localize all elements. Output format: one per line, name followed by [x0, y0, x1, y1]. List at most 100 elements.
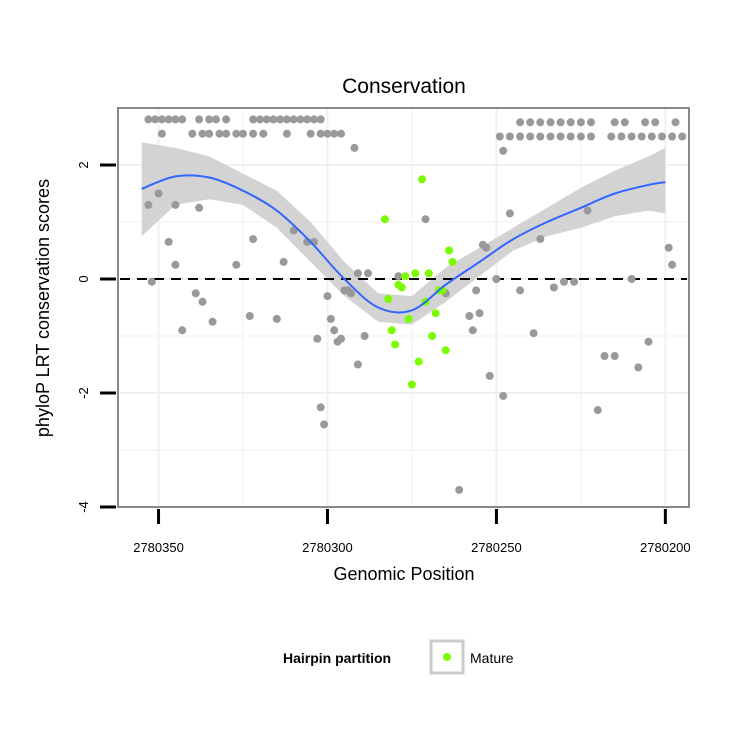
mature-point-18 [441, 346, 450, 355]
point-2 [157, 115, 166, 124]
y-tick-label-2: 0 [76, 275, 91, 282]
point-10 [249, 115, 258, 124]
point-16 [289, 115, 298, 124]
point-91 [320, 420, 329, 429]
point-121 [549, 283, 558, 292]
chart-title: Conservation [342, 75, 466, 98]
point-17 [296, 115, 305, 124]
point-125 [593, 406, 602, 415]
point-7 [205, 115, 214, 124]
point-59 [587, 132, 595, 141]
point-89 [313, 334, 322, 343]
y-tick-label-0: -4 [76, 501, 91, 513]
point-15 [282, 115, 291, 124]
point-55 [546, 132, 555, 141]
point-66 [668, 132, 677, 141]
point-5 [178, 115, 187, 124]
point-8 [212, 115, 220, 124]
point-101 [353, 360, 362, 369]
point-120 [536, 235, 545, 244]
point-43 [576, 118, 585, 127]
point-76 [147, 277, 156, 286]
point-41 [556, 118, 565, 127]
point-54 [536, 132, 545, 141]
point-23 [198, 129, 207, 138]
legend-key-mature-dot [443, 653, 451, 661]
point-12 [262, 115, 271, 124]
point-127 [610, 352, 619, 360]
y-tick-label-1: -2 [76, 387, 91, 399]
point-53 [526, 132, 535, 141]
point-73 [195, 203, 204, 212]
mature-point-3 [391, 340, 400, 349]
point-68 [350, 143, 359, 152]
mature-point-1 [384, 295, 393, 303]
mature-point-10 [414, 357, 423, 366]
point-6 [195, 115, 204, 124]
point-32 [306, 129, 315, 138]
x-tick-label-0: 2780350 [133, 540, 184, 555]
mature-point-20 [448, 257, 457, 266]
point-86 [289, 226, 298, 235]
point-21 [157, 129, 166, 138]
point-74 [164, 237, 173, 246]
legend-label-mature: Mature [470, 650, 514, 666]
point-26 [222, 129, 231, 138]
point-103 [364, 269, 372, 278]
mature-point-14 [428, 332, 437, 340]
point-57 [566, 132, 575, 141]
confidence-band [141, 142, 666, 325]
x-axis-title: Genomic Position [333, 564, 474, 584]
x-tick-label-2: 2780250 [471, 540, 522, 555]
point-130 [644, 337, 653, 346]
point-111 [475, 309, 484, 318]
point-107 [455, 485, 464, 494]
point-13 [269, 115, 278, 124]
point-122 [560, 277, 568, 286]
point-39 [536, 118, 545, 127]
mature-point-5 [397, 283, 406, 292]
point-47 [641, 118, 650, 127]
point-18 [303, 115, 312, 124]
legend: Hairpin partition Mature [283, 639, 514, 675]
point-52 [516, 132, 525, 141]
mature-point-19 [445, 246, 454, 255]
point-79 [198, 297, 207, 306]
point-46 [620, 118, 629, 127]
point-27 [232, 129, 241, 138]
point-72 [171, 200, 180, 209]
point-11 [255, 115, 264, 124]
point-42 [566, 118, 575, 127]
point-94 [330, 326, 339, 335]
point-58 [576, 132, 585, 141]
point-38 [526, 118, 535, 127]
point-62 [627, 132, 636, 141]
point-60 [607, 132, 616, 141]
point-3 [164, 115, 173, 124]
point-37 [516, 118, 525, 127]
point-48 [651, 118, 660, 127]
legend-title: Hairpin partition [283, 650, 391, 666]
point-117 [505, 209, 514, 218]
point-51 [505, 132, 514, 141]
point-25 [215, 129, 224, 138]
point-31 [282, 129, 291, 138]
point-126 [600, 352, 609, 360]
point-24 [205, 129, 214, 138]
point-70 [144, 200, 153, 209]
point-123 [570, 277, 579, 286]
mature-point-15 [431, 309, 440, 318]
point-77 [178, 326, 187, 335]
point-96 [337, 334, 345, 343]
point-65 [658, 132, 666, 141]
point-78 [191, 289, 200, 298]
point-35 [330, 129, 339, 138]
point-104 [394, 272, 403, 281]
point-83 [249, 235, 258, 244]
point-81 [232, 260, 241, 269]
mature-point-13 [424, 269, 433, 278]
point-129 [634, 363, 643, 372]
point-92 [323, 292, 332, 301]
point-128 [627, 275, 636, 283]
point-132 [668, 260, 677, 269]
